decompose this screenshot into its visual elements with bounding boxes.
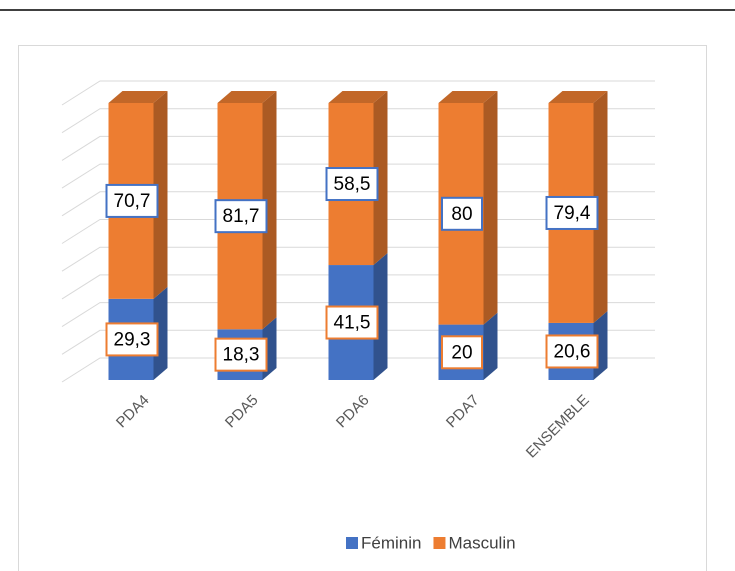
legend-swatch	[433, 537, 446, 549]
data-label-box	[214, 337, 268, 372]
data-label: 79,4	[545, 195, 599, 230]
data-label-text: 80	[451, 204, 472, 225]
data-label: 58,5	[325, 167, 379, 202]
bar-side	[373, 253, 388, 380]
data-label: 81,7	[214, 199, 268, 234]
bar-side	[593, 91, 608, 323]
data-label-box	[325, 167, 379, 202]
bar-top	[438, 91, 498, 103]
data-label-text: 29,3	[114, 329, 151, 350]
bar-side	[262, 91, 277, 330]
bar-top	[548, 91, 608, 103]
data-label-text: 18,3	[223, 345, 260, 366]
bar-side	[373, 91, 388, 266]
data-label-box	[441, 335, 483, 370]
data-label-box	[545, 195, 599, 230]
data-label-text: 41,5	[334, 313, 371, 334]
bar-top	[108, 91, 168, 103]
data-label-text: 58,5	[334, 174, 371, 195]
data-label: 18,3	[214, 337, 268, 372]
legend-label: Masculin	[448, 533, 515, 552]
data-label-text: 79,4	[554, 203, 591, 224]
grid-line	[61, 80, 655, 106]
data-label: 20	[441, 335, 483, 370]
bar-side	[483, 312, 498, 380]
data-label-box	[441, 196, 483, 231]
data-label-box	[105, 183, 159, 218]
bar-side	[153, 286, 168, 380]
bar-side	[153, 91, 168, 299]
data-label-box	[325, 305, 379, 340]
data-label-text: 70,7	[114, 191, 151, 212]
data-label: 29,3	[105, 322, 159, 357]
bar-side	[483, 91, 498, 325]
data-label-box	[545, 334, 599, 369]
bar-top	[328, 91, 388, 103]
data-label-text: 20,6	[554, 341, 591, 362]
data-label: 80	[441, 196, 483, 231]
data-label-text: 20	[451, 342, 472, 363]
legend-swatch	[346, 537, 358, 549]
data-label: 20,6	[545, 334, 599, 369]
data-label-text: 81,7	[223, 206, 260, 227]
data-label: 70,7	[105, 183, 159, 218]
bar-top	[217, 91, 277, 103]
legend-label: Féminin	[361, 533, 421, 552]
data-label-box	[105, 322, 159, 357]
data-label: 41,5	[325, 305, 379, 340]
data-label-box	[214, 199, 268, 234]
